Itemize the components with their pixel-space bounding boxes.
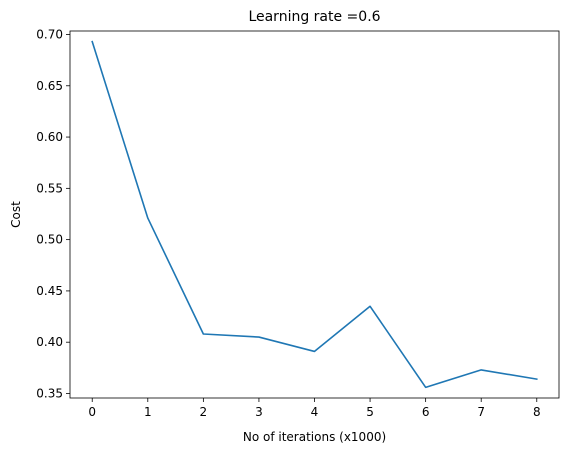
plot-area: 0 1 2 3 4 5 6 7 8 0.35 0.40 0.45 0.50 0.55 0.60 0.65 0.7…: [36, 27, 560, 419]
x-tick-label: 1: [144, 405, 152, 419]
y-tick-label: 0.40: [36, 335, 63, 349]
x-tick-label: 6: [422, 405, 430, 419]
x-tick-label: 5: [366, 405, 374, 419]
x-tick-label: 8: [533, 405, 541, 419]
y-tick-label: 0.65: [36, 79, 63, 93]
x-tick-label: 0: [88, 405, 96, 419]
y-tick-label: 0.35: [36, 386, 63, 400]
plot-frame: [69, 30, 560, 399]
y-tick-label: 0.50: [36, 233, 63, 247]
x-tick-label: 7: [477, 405, 485, 419]
series-line: [91, 40, 538, 389]
x-axis-label: No of iterations (x1000): [243, 430, 386, 444]
x-tick-label: 4: [311, 405, 319, 419]
chart-title: Learning rate =0.6: [248, 9, 380, 25]
y-tick-label: 0.45: [36, 284, 63, 298]
y-tick-label: 0.60: [36, 130, 63, 144]
x-tick-label: 2: [200, 405, 208, 419]
y-tick-label: 0.55: [36, 181, 63, 195]
x-tick-label: 3: [255, 405, 263, 419]
y-tick-label: 0.70: [36, 27, 63, 41]
y-axis-label: Cost: [9, 201, 23, 228]
